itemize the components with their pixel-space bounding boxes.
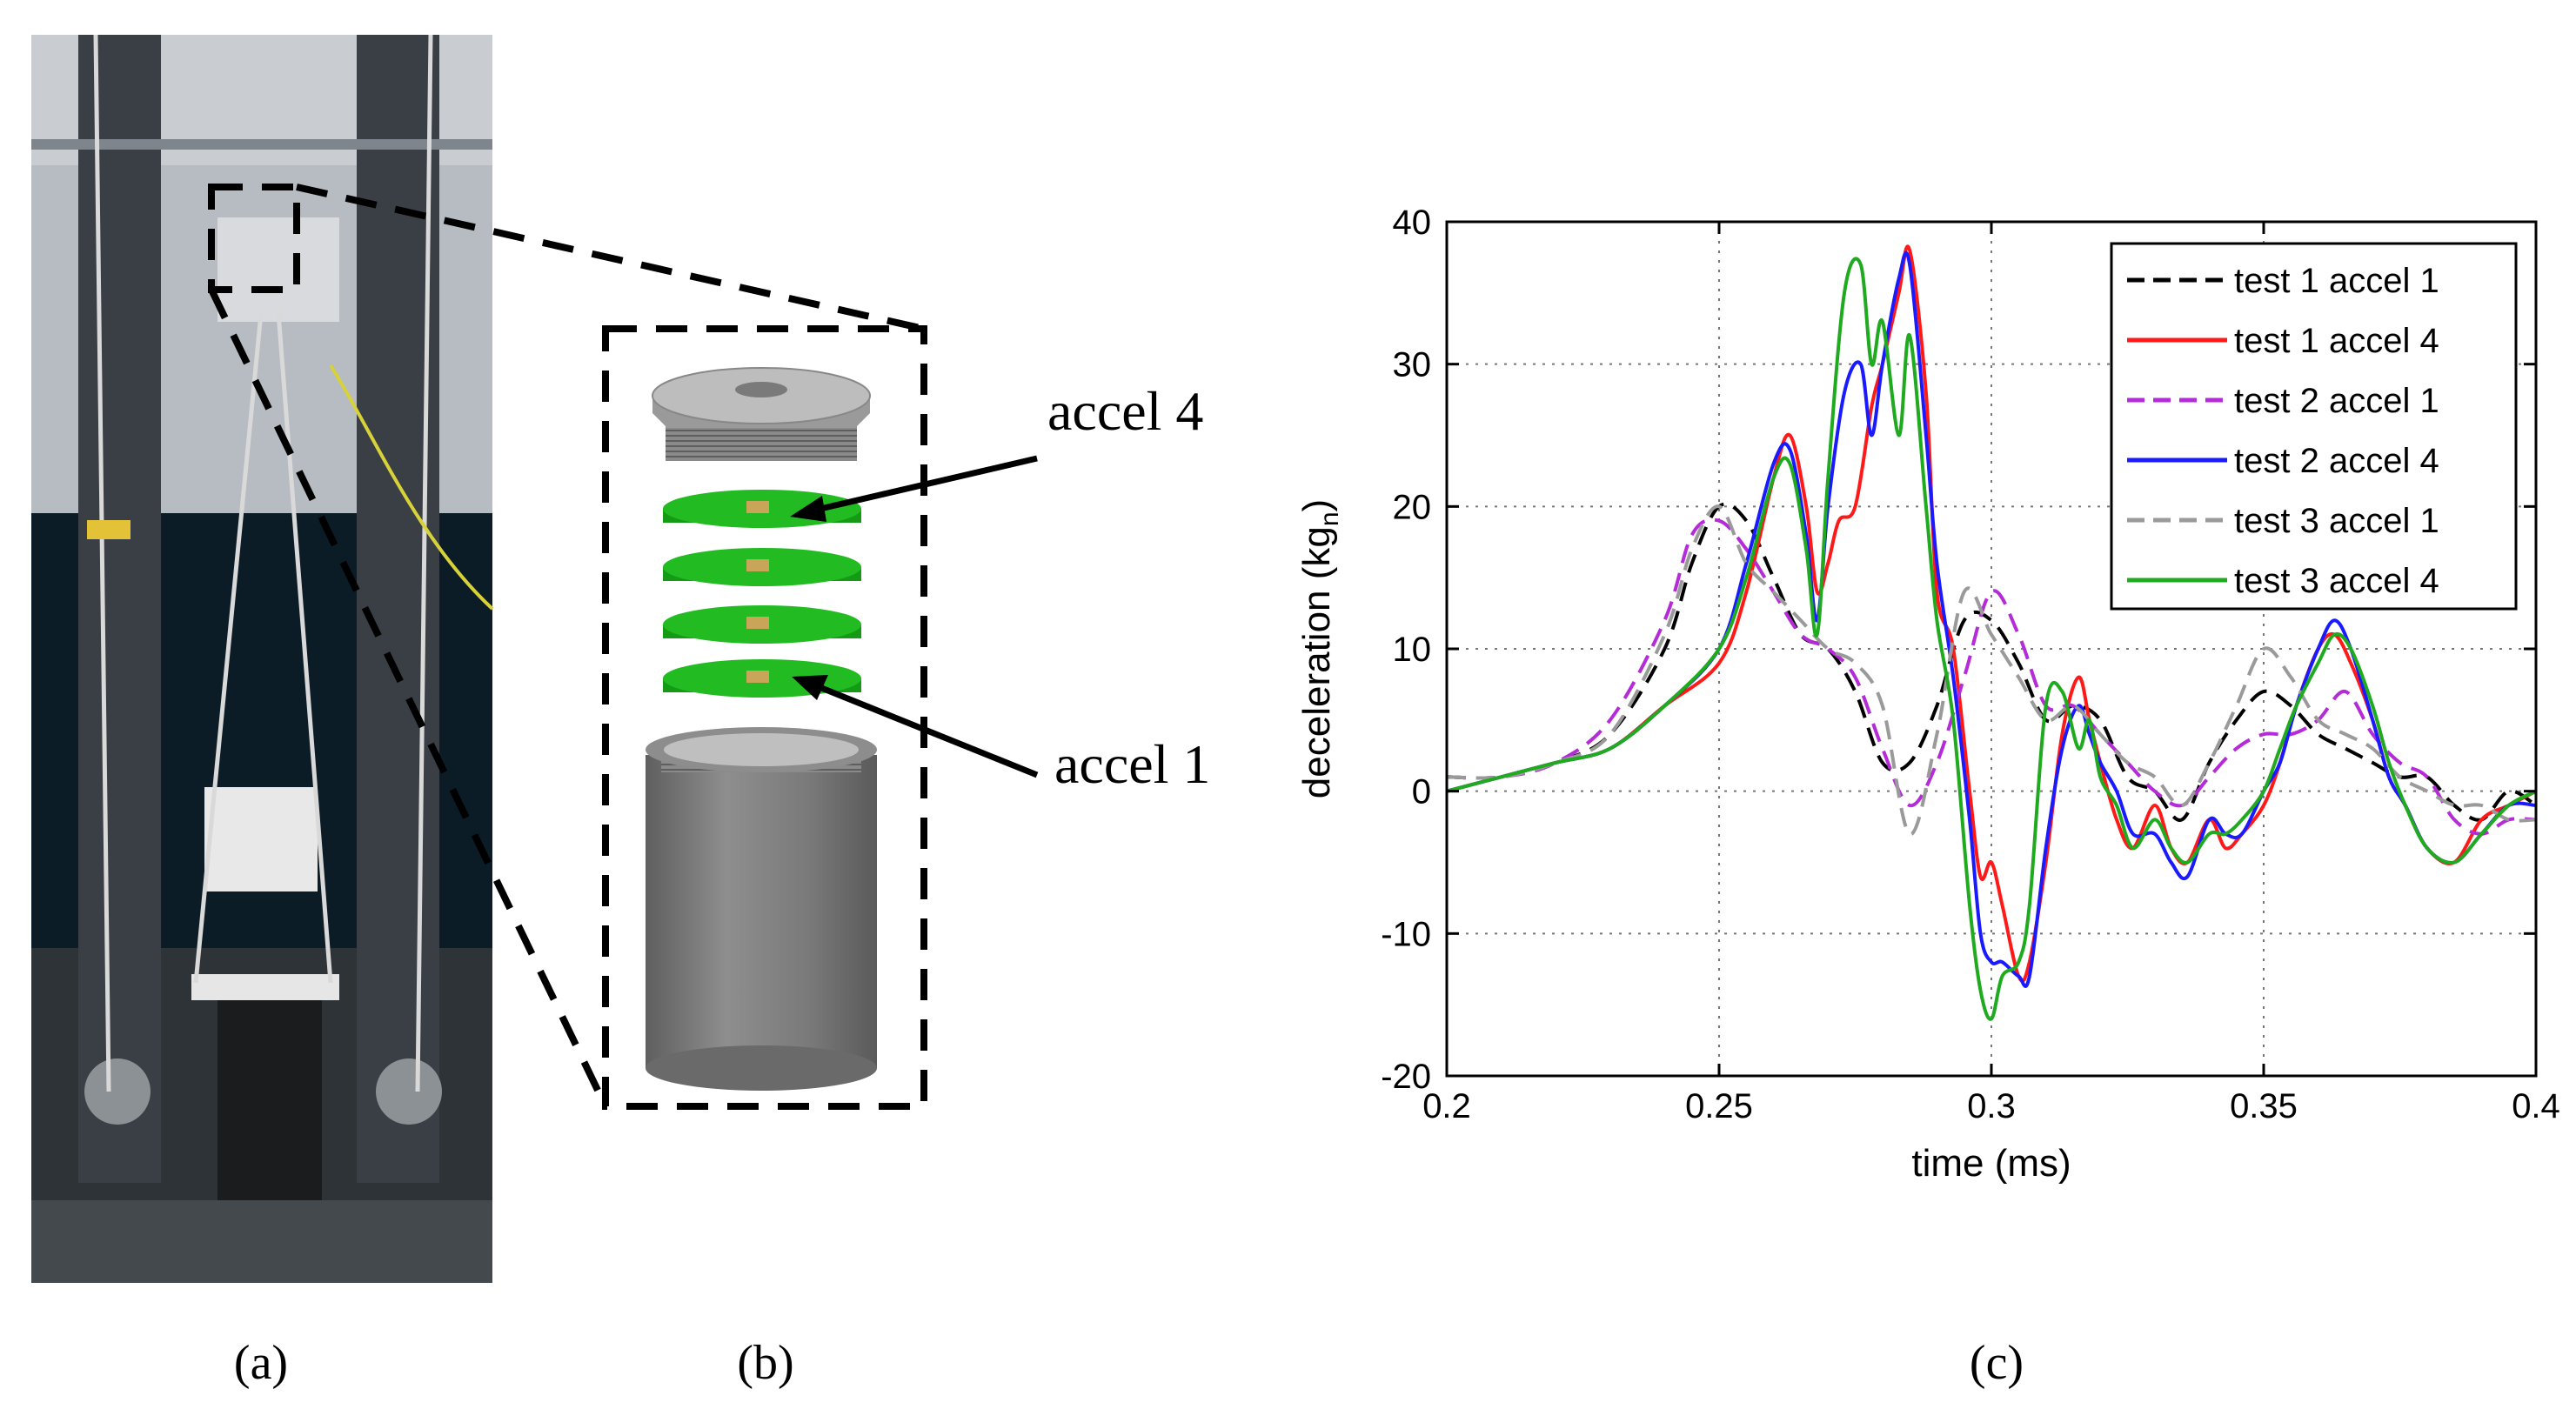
y-axis-label-close: ) bbox=[1295, 499, 1338, 512]
y-tick-label: 30 bbox=[1393, 346, 1432, 384]
panel-b-exploded-view: accel 4 accel 1 bbox=[602, 325, 1210, 1110]
legend: test 1 accel 1 test 1 accel 4 test 2 accel… bbox=[2110, 242, 2518, 611]
x-axis-label: time (ms) bbox=[1911, 1142, 2071, 1185]
series-line-1 bbox=[1446, 502, 2538, 822]
cap-part bbox=[652, 367, 871, 461]
sensor-disks bbox=[663, 490, 861, 698]
legend-label: test 3 accel 4 bbox=[2234, 562, 2439, 600]
y-axis-label-main: deceleration (kg bbox=[1295, 526, 1338, 798]
panel-label-a: (a) bbox=[234, 1336, 288, 1390]
legend-label: test 2 accel 1 bbox=[2234, 382, 2439, 420]
y-tick-label: 10 bbox=[1393, 631, 1432, 669]
series-line-6 bbox=[1446, 257, 2537, 1021]
y-tick-labels: -20 -10 0 10 20 30 40 bbox=[1381, 204, 1431, 1096]
arrow-accel-4 bbox=[790, 455, 1038, 522]
x-tick-label: 0.25 bbox=[1685, 1087, 1753, 1125]
legend-label: test 1 accel 4 bbox=[2234, 322, 2439, 360]
panel-label-b: (b) bbox=[737, 1336, 793, 1390]
label-accel-1: accel 1 bbox=[1054, 733, 1210, 795]
series-line-3 bbox=[1446, 518, 2537, 836]
panel-label-c: (c) bbox=[1970, 1336, 2024, 1390]
y-tick-label: 20 bbox=[1393, 488, 1432, 526]
x-tick-label: 0.35 bbox=[2230, 1087, 2298, 1125]
zoom-frame bbox=[602, 325, 927, 1110]
y-tick-label: 40 bbox=[1393, 204, 1432, 242]
y-tick-label: -20 bbox=[1381, 1058, 1431, 1096]
y-axis-label-sub: n bbox=[1315, 511, 1344, 526]
x-tick-label: 0.4 bbox=[2512, 1087, 2560, 1125]
legend-label: test 2 accel 4 bbox=[2234, 442, 2439, 480]
y-axis-label: deceleration (kgn) bbox=[1295, 499, 1344, 798]
legend-label: test 3 accel 1 bbox=[2234, 502, 2439, 540]
panel-c-chart: 0.2 0.25 0.3 0.35 0.4 -20 -10 0 10 20 30 40 time (… bbox=[1295, 204, 2560, 1185]
arrow-accel-1 bbox=[792, 675, 1039, 778]
x-tick-label: 0.2 bbox=[1422, 1087, 1471, 1125]
canister-part bbox=[646, 727, 877, 1091]
legend-label: test 1 accel 1 bbox=[2234, 262, 2439, 300]
series-line-4 bbox=[1446, 250, 2537, 988]
axis-ticks bbox=[1445, 220, 2538, 1078]
x-tick-label: 0.3 bbox=[1967, 1087, 2016, 1125]
disk-3 bbox=[663, 605, 861, 644]
zoom-connector bbox=[208, 184, 925, 1108]
y-tick-label: -10 bbox=[1381, 915, 1431, 953]
panel-a-photo bbox=[31, 34, 494, 1283]
y-tick-label: 0 bbox=[1412, 773, 1431, 811]
label-accel-4: accel 4 bbox=[1047, 380, 1203, 442]
series-lines bbox=[1446, 244, 2538, 1021]
x-tick-labels: 0.2 0.25 0.3 0.35 0.4 bbox=[1422, 1087, 2560, 1125]
disk-2 bbox=[663, 548, 861, 586]
